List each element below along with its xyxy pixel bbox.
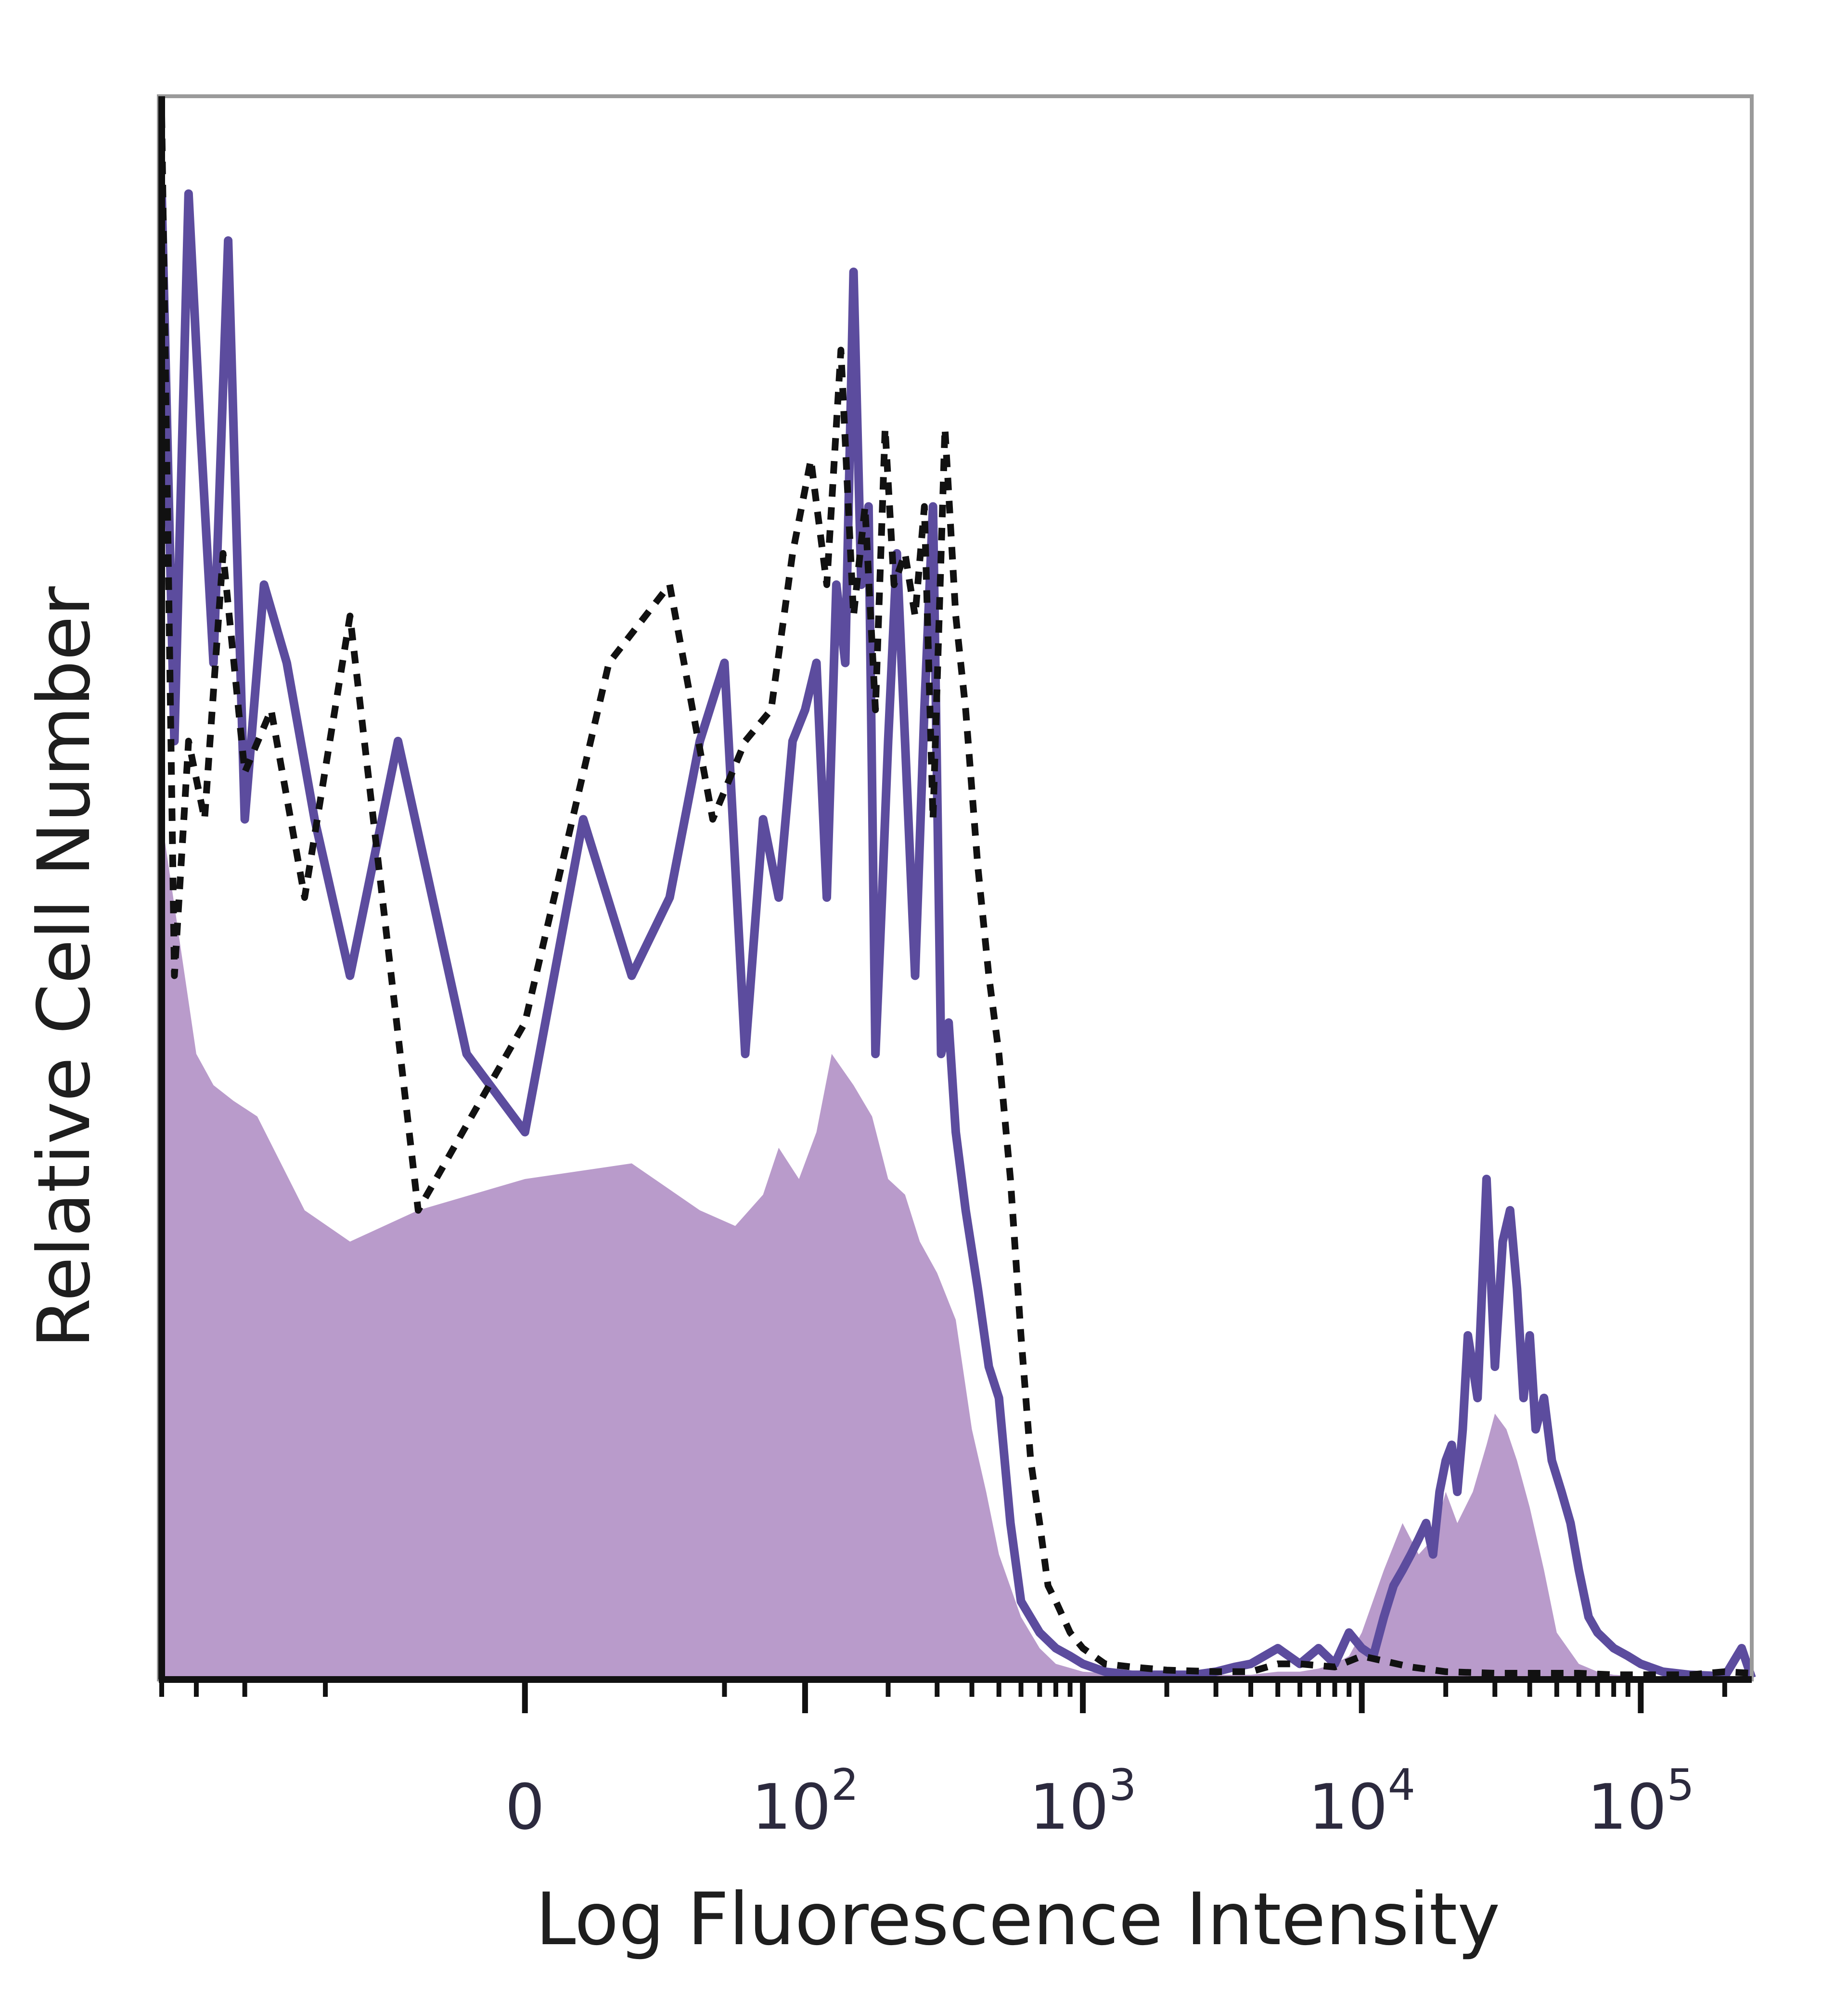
dashed-histogram-series (158, 115, 1752, 1679)
filled-histogram-series (162, 819, 1752, 1679)
x-tick-label: 102 (752, 1760, 859, 1844)
x-axis-ticks (159, 1679, 1727, 1713)
plot-layers (157, 115, 1756, 1681)
x-tick-label: 105 (1587, 1760, 1694, 1844)
x-tick-label: 0 (505, 1770, 545, 1844)
x-axis-title: Log Fluorescence Intensity (536, 1878, 1500, 1962)
x-tick-label: 104 (1308, 1760, 1415, 1844)
outline-histogram-series (157, 189, 1756, 1681)
y-axis-title: Relative Cell Number (23, 586, 106, 1348)
x-axis-tick-labels: 0 102 103 104 105 (505, 1760, 1694, 1844)
x-tick-label: 103 (1029, 1760, 1137, 1844)
